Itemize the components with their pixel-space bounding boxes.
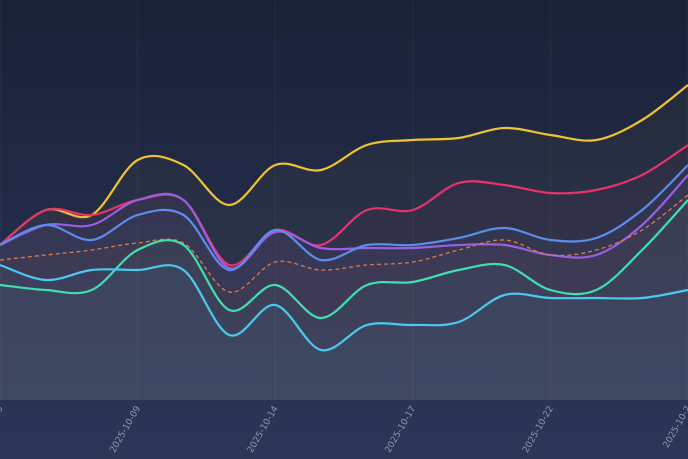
series-line bbox=[0, 263, 688, 352]
series-area bbox=[0, 145, 688, 400]
series-area bbox=[0, 195, 688, 400]
series-line bbox=[0, 144, 688, 267]
series-line bbox=[0, 84, 688, 246]
series-area bbox=[0, 175, 688, 400]
series-area bbox=[0, 265, 688, 400]
series-line bbox=[0, 164, 688, 272]
series-area bbox=[0, 85, 688, 400]
series-line bbox=[0, 194, 688, 293]
series-line bbox=[0, 174, 688, 270]
series-area bbox=[0, 165, 688, 400]
series-line bbox=[0, 199, 688, 320]
series-area bbox=[0, 200, 688, 400]
